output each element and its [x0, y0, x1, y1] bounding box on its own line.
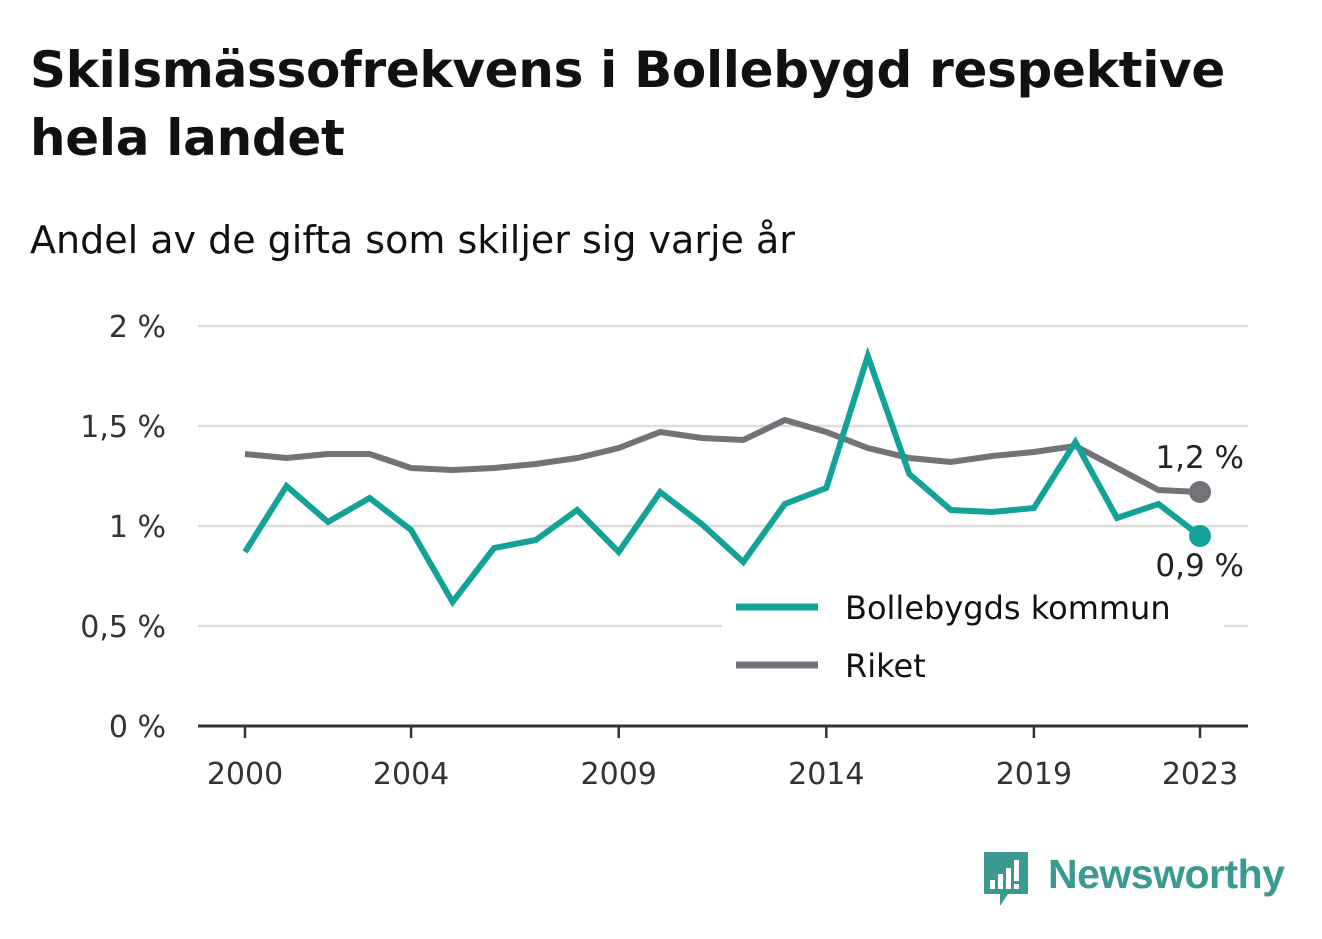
brand-name: Newsworthy: [1048, 851, 1285, 897]
bar-chart-logo-icon: [984, 852, 1028, 906]
y-axis-ticks: 0 % 0,5 % 1 % 1,5 % 2 %: [80, 310, 166, 745]
end-value-label: 0,9 %: [1155, 548, 1244, 584]
end-point-riket: [1189, 481, 1211, 503]
y-tick-label: 0,5 %: [80, 610, 166, 645]
x-tick-label: 2009: [581, 757, 657, 792]
y-tick-label: 0 %: [109, 710, 166, 745]
legend: Bollebygds kommun Riket: [722, 582, 1224, 692]
x-tick-label: 2000: [207, 757, 283, 792]
legend-label: Bollebygds kommun: [845, 589, 1171, 627]
end-point-bollebygds-kommun: [1189, 525, 1211, 547]
chart-title: Skilsmässofrekvens i Bollebygd respektiv…: [30, 41, 1225, 167]
y-tick-label: 1,5 %: [80, 410, 166, 445]
brand-logo: Newsworthy: [980, 850, 1290, 910]
x-tick-label: 2004: [373, 757, 449, 792]
x-tick-label: 2014: [788, 757, 864, 792]
end-value-label: 1,2 %: [1155, 440, 1244, 476]
series-lines: 0,9 % 1,2 %: [242, 346, 1244, 608]
series-line-bollebygds-kommun: [242, 346, 1202, 608]
x-tick-label: 2019: [996, 757, 1072, 792]
y-tick-label: 2 %: [109, 310, 166, 345]
legend-background: [722, 582, 1224, 692]
line-chart: 0 % 0,5 % 1 % 1,5 % 2 % 2000 2004 2009 2014 2019…: [80, 310, 1248, 792]
x-axis-ticks: 2000 2004 2009 2014 2019 2023: [207, 726, 1238, 792]
gridlines: [198, 324, 1248, 728]
series-line-riket: [244, 416, 1201, 495]
x-tick-label: 2023: [1162, 757, 1238, 792]
chart-subtitle: Andel av de gifta som skiljer sig varje …: [30, 218, 795, 262]
y-tick-label: 1 %: [109, 510, 166, 545]
legend-label: Riket: [845, 647, 926, 685]
